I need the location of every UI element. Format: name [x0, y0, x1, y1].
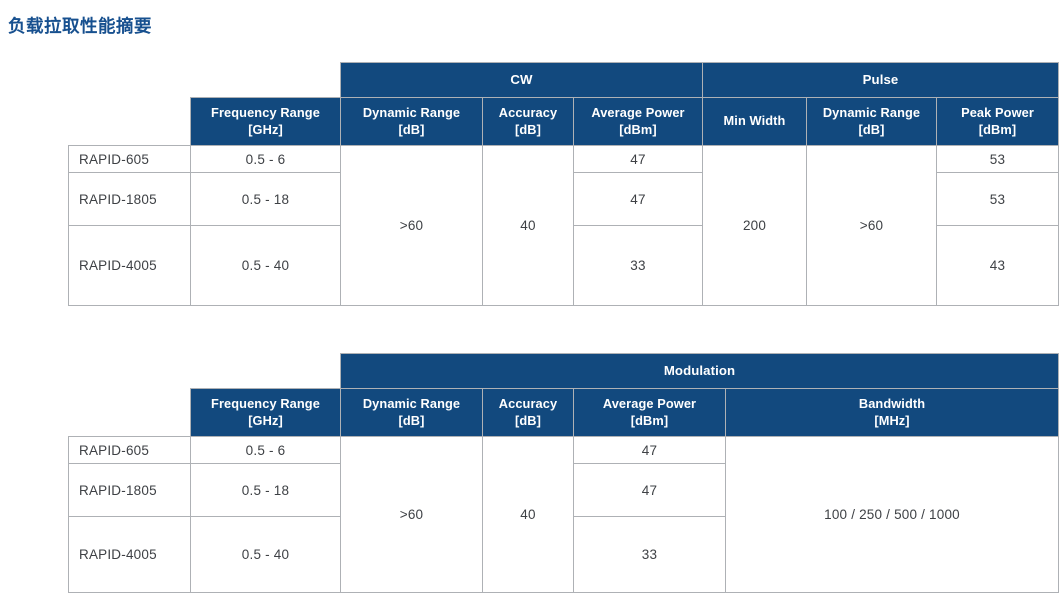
dynamic-range-merged-cell: >60 [340, 145, 483, 306]
column-header-bandwidth: Bandwidth [MHz] [724, 388, 1060, 437]
table-row: RAPID-4005 0.5 - 40 33 [68, 516, 1059, 593]
model-cell: RAPID-4005 [68, 225, 191, 306]
average-power-cell: 33 [573, 516, 726, 593]
modulation-table: Modulation Frequency Range [GHz] Dynamic… [68, 353, 1060, 593]
average-power-cell: 33 [573, 225, 703, 306]
model-cell: RAPID-605 [68, 436, 191, 464]
average-power-cell: 47 [573, 436, 726, 464]
model-cell: RAPID-605 [68, 145, 191, 173]
band-header-row: Modulation [68, 353, 1060, 389]
cw-pulse-table: CW Pulse Frequency Range [GHz] Dynamic R… [68, 62, 1060, 306]
band-header-cw: CW [340, 62, 703, 98]
pulse-dynamic-range-merged-cell: >60 [806, 145, 937, 306]
frequency-cell: 0.5 - 40 [190, 225, 341, 306]
frequency-cell: 0.5 - 6 [190, 436, 341, 464]
column-header-accuracy: Accuracy [dB] [482, 97, 574, 146]
table-row: RAPID-605 0.5 - 6 >60 40 47 200 >60 53 [68, 145, 1060, 306]
peak-power-cell: 43 [935, 225, 1060, 306]
column-header-row: Frequency Range [GHz] Dynamic Range [dB]… [68, 388, 1060, 437]
column-header-dynamic-range: Dynamic Range [dB] [340, 388, 483, 437]
table-row: RAPID-4005 0.5 - 40 33 43 [68, 225, 1060, 306]
model-cell: RAPID-1805 [68, 463, 191, 517]
spacer-cell [68, 62, 341, 98]
column-header-dynamic-range: Dynamic Range [dB] [340, 97, 483, 146]
accuracy-merged-cell: 40 [482, 436, 574, 593]
column-header-pulse-dynamic-range: Dynamic Range [dB] [806, 97, 937, 146]
band-header-modulation: Modulation [339, 353, 1060, 389]
table-row: RAPID-605 0.5 - 6 >60 40 47 100 / 250 / … [68, 436, 1060, 593]
frequency-cell: 0.5 - 18 [190, 172, 341, 226]
average-power-cell: 47 [573, 172, 703, 226]
frequency-cell: 0.5 - 40 [190, 516, 341, 593]
column-header-frequency-range: Frequency Range [GHz] [190, 388, 341, 437]
column-header-average-power: Average Power [dBm] [573, 388, 726, 437]
peak-power-cell: 53 [935, 172, 1060, 226]
accuracy-merged-cell: 40 [482, 145, 574, 306]
band-header-row: CW Pulse [68, 62, 1060, 98]
dynamic-range-merged-cell: >60 [340, 436, 483, 593]
column-header-average-power: Average Power [dBm] [573, 97, 703, 146]
table-row: RAPID-1805 0.5 - 18 47 53 [68, 172, 1060, 226]
min-width-merged-cell: 200 [702, 145, 807, 306]
spacer-cell [68, 388, 191, 437]
column-header-frequency-range: Frequency Range [GHz] [190, 97, 341, 146]
column-header-accuracy: Accuracy [dB] [482, 388, 574, 437]
model-cell: RAPID-1805 [68, 172, 191, 226]
peak-power-cell: 53 [935, 145, 1060, 173]
bandwidth-merged-cell: 100 / 250 / 500 / 1000 [724, 436, 1060, 593]
column-header-row: Frequency Range [GHz] Dynamic Range [dB]… [68, 97, 1060, 146]
band-header-pulse: Pulse [701, 62, 1060, 98]
spacer-cell [68, 353, 341, 389]
table-row: RAPID-1805 0.5 - 18 47 [68, 463, 1059, 517]
model-cell: RAPID-4005 [68, 516, 191, 593]
column-header-min-width: Min Width [702, 97, 807, 146]
frequency-cell: 0.5 - 18 [190, 463, 341, 517]
average-power-cell: 47 [573, 145, 703, 173]
column-header-peak-power: Peak Power [dBm] [935, 97, 1060, 146]
page-title: 负载拉取性能摘要 [8, 16, 152, 36]
frequency-cell: 0.5 - 6 [190, 145, 341, 173]
average-power-cell: 47 [573, 463, 726, 517]
spacer-cell [68, 97, 191, 146]
